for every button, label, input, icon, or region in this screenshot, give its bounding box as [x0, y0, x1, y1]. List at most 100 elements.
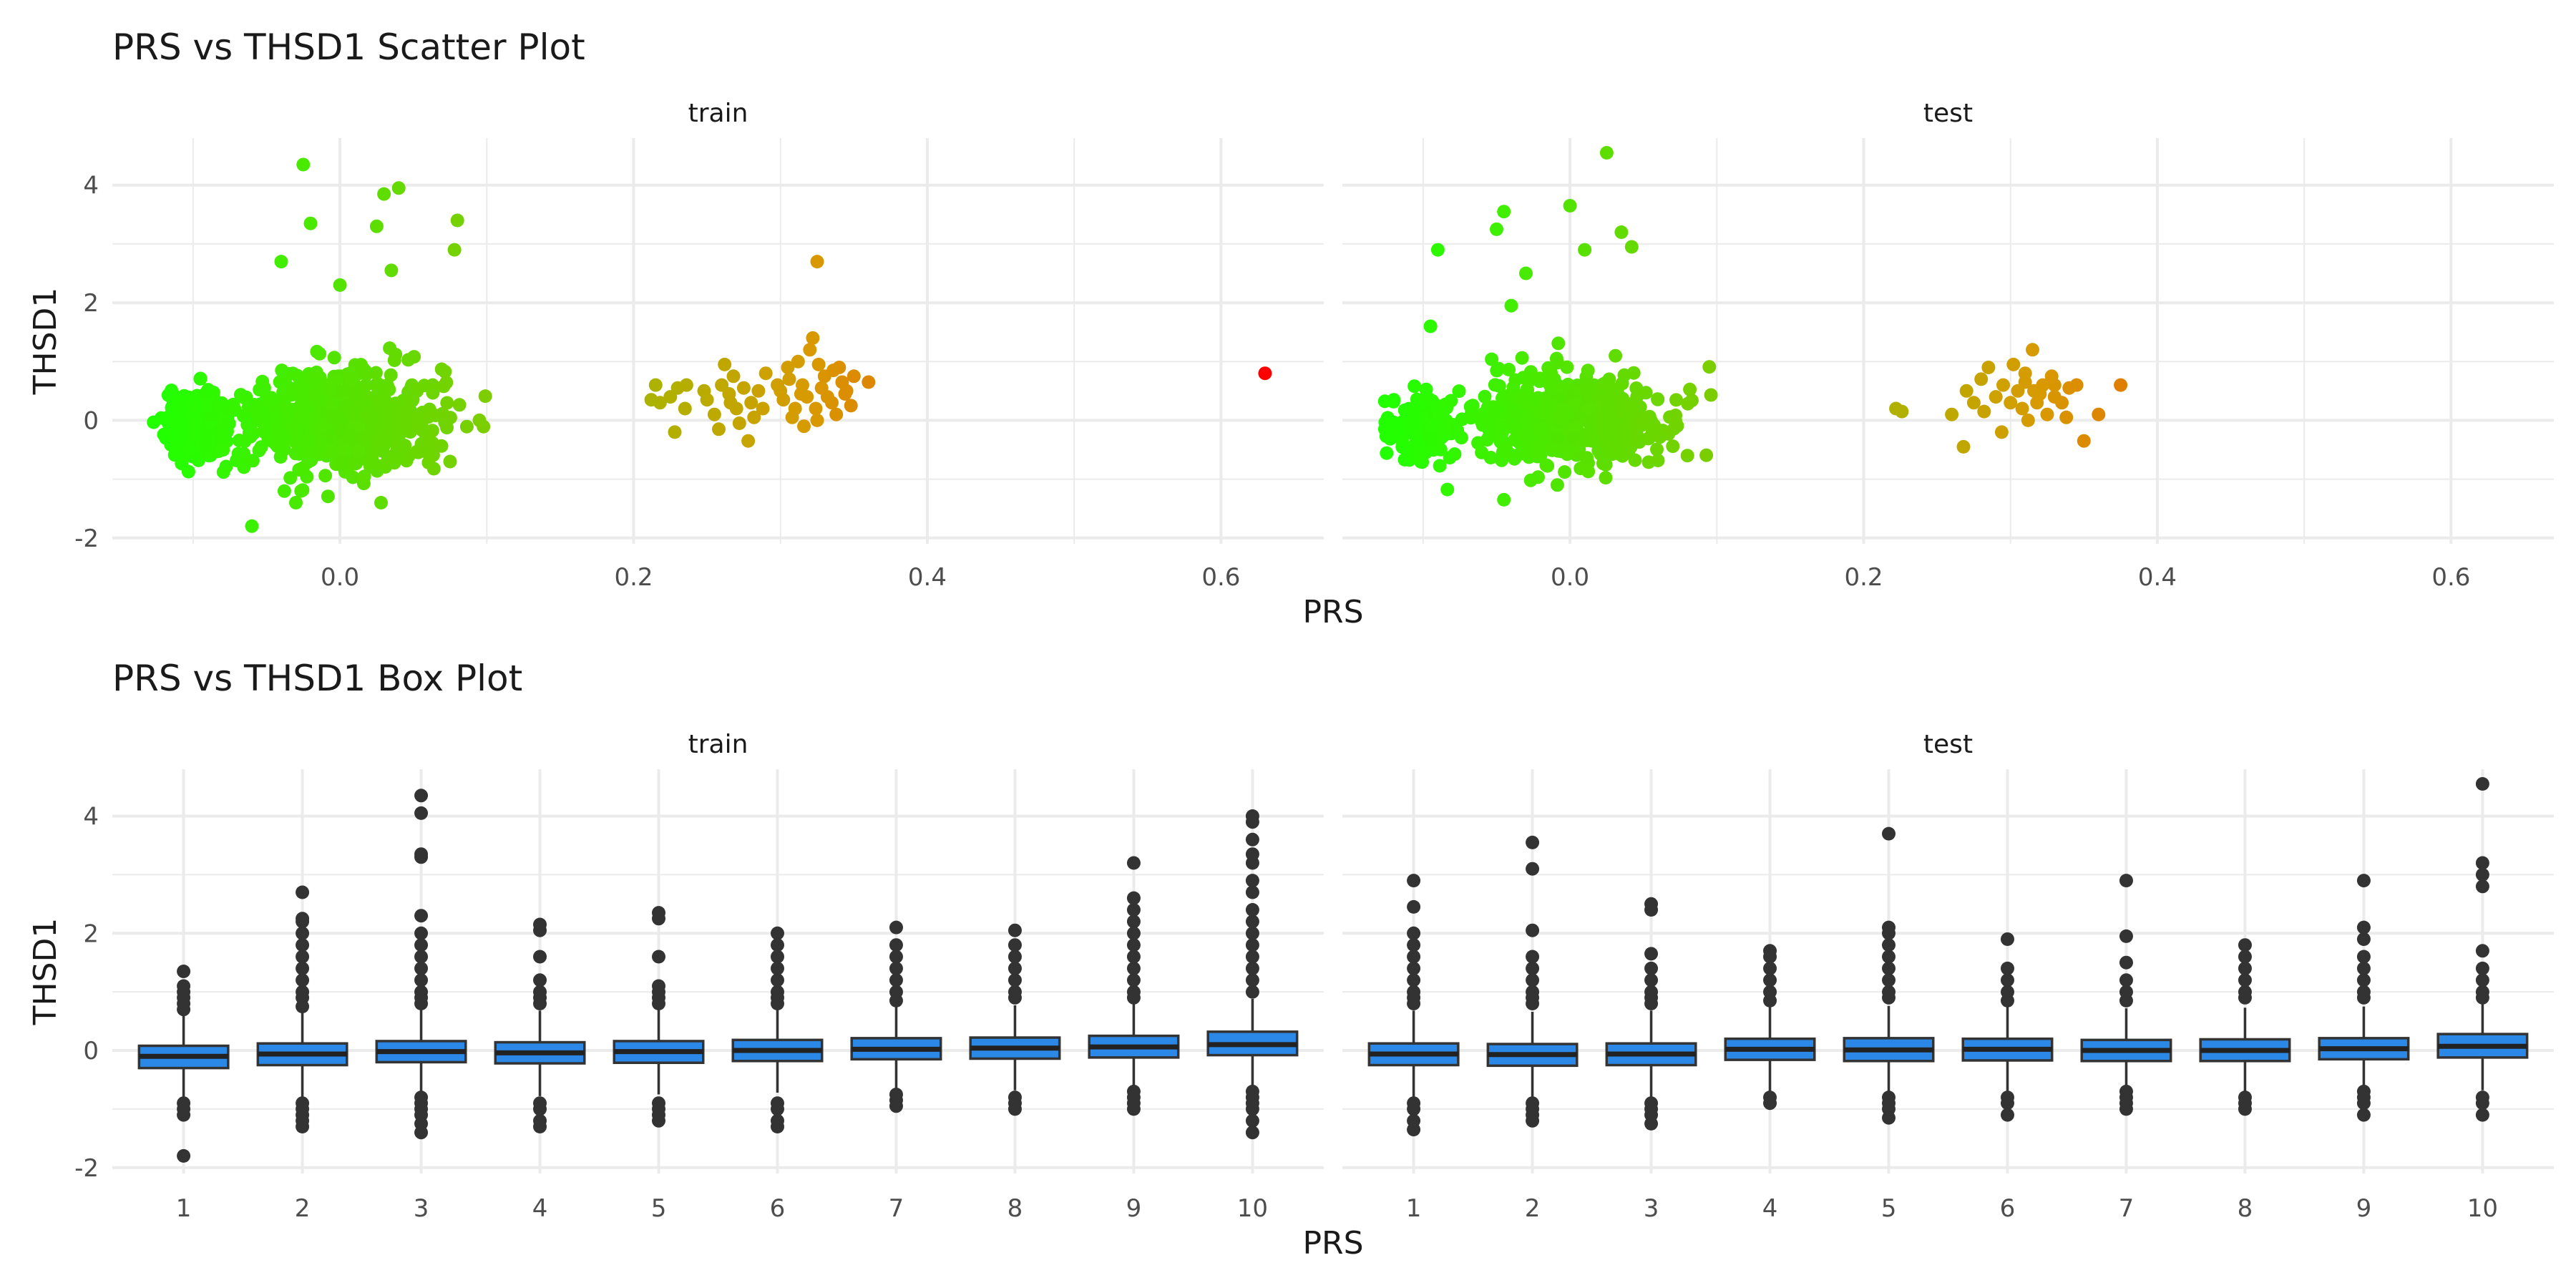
outlier-point: [1644, 961, 1659, 975]
y-tick-label: 4: [83, 172, 99, 200]
data-point: [1433, 442, 1448, 457]
data-point: [810, 413, 824, 427]
outlier-point: [414, 909, 429, 923]
outlier-point: [1245, 1084, 1259, 1098]
outlier-point: [1882, 1091, 1896, 1105]
data-point: [338, 443, 352, 457]
data-point: [167, 448, 182, 462]
outlier-point: [1407, 1096, 1421, 1111]
data-point: [776, 393, 791, 407]
outlier-point: [1245, 885, 1259, 899]
x-tick-label: 8: [2238, 1194, 2253, 1223]
outlier-point: [1526, 923, 1540, 937]
x-tick-label: 0.4: [908, 563, 947, 592]
data-point: [472, 413, 487, 427]
data-point: [255, 374, 270, 389]
data-point: [644, 393, 658, 407]
scatter-points: [1377, 146, 2128, 507]
data-point: [1377, 422, 1392, 436]
data-point: [1423, 319, 1438, 333]
data-point: [1558, 465, 1572, 479]
data-point: [1578, 243, 1592, 257]
data-point: [339, 399, 353, 413]
outlier-point: [1763, 961, 1777, 975]
data-point: [1440, 482, 1455, 497]
data-point: [1499, 441, 1513, 456]
data-point: [1502, 363, 1516, 376]
data-point: [1425, 419, 1439, 434]
facet-label: train: [688, 99, 748, 128]
data-point: [862, 375, 876, 389]
outlier-point: [296, 973, 310, 987]
data-point: [219, 459, 233, 474]
data-point: [1433, 459, 1447, 473]
outlier-point: [2000, 985, 2014, 999]
data-point: [1974, 372, 1989, 386]
outlier-point: [1126, 938, 1141, 952]
outlier-point: [2356, 961, 2371, 975]
outlier-point: [2356, 1108, 2371, 1122]
outlier-point: [2000, 961, 2014, 975]
data-point: [1966, 396, 1981, 410]
data-point: [771, 378, 785, 392]
data-point: [263, 394, 277, 407]
outlier-point: [296, 938, 310, 952]
data-point: [718, 357, 732, 371]
data-point: [1463, 399, 1478, 414]
data-point: [1515, 351, 1529, 365]
data-point: [434, 439, 449, 453]
outlier-point: [2238, 1091, 2252, 1105]
data-point: [2006, 357, 2021, 371]
x-tick-label: 0.2: [614, 563, 653, 592]
outlier-point: [1526, 835, 1540, 849]
data-point: [1581, 402, 1596, 416]
outlier-point: [1882, 950, 1896, 964]
box-5: [613, 906, 705, 1128]
data-point: [1680, 449, 1694, 463]
data-point: [756, 401, 770, 416]
data-point: [1651, 392, 1665, 406]
outlier-point: [1763, 973, 1777, 987]
outlier-point: [1882, 961, 1896, 975]
data-point: [1639, 386, 1653, 400]
outlier-point: [1882, 938, 1896, 952]
data-point: [1981, 361, 1996, 374]
outlier-point: [2119, 929, 2133, 943]
outlier-point: [1644, 1096, 1659, 1111]
data-point: [369, 219, 384, 233]
x-tick-label: 3: [414, 1194, 429, 1223]
outlier-point: [1526, 862, 1540, 876]
data-point: [751, 384, 766, 398]
data-point: [1497, 492, 1511, 507]
data-point: [364, 459, 377, 474]
data-point: [450, 213, 464, 228]
outlier-point: [889, 950, 903, 964]
outlier-point: [1526, 950, 1540, 964]
data-point: [2047, 390, 2062, 404]
data-point: [1580, 451, 1594, 465]
outlier-point: [889, 920, 903, 935]
data-point: [310, 344, 324, 358]
data-point: [341, 429, 355, 444]
x-tick-label: 5: [651, 1194, 667, 1223]
outlier-point: [652, 979, 666, 993]
data-point: [2021, 413, 2035, 427]
x-tick-label: 0.6: [2431, 563, 2470, 592]
box-title: PRS vs THSD1 Box Plot: [112, 658, 522, 699]
data-point: [1532, 421, 1546, 436]
data-point: [356, 395, 371, 409]
scatter-panel-train: train 0.0 0.2 0.4 0.6: [112, 99, 1324, 592]
data-point: [1996, 378, 2010, 392]
x-tick-label: 4: [1762, 1194, 1778, 1223]
outlier-point: [1407, 985, 1421, 999]
outlier-point: [770, 1113, 784, 1128]
outlier-point: [1882, 973, 1896, 987]
data-point: [343, 366, 357, 381]
outlier-point: [1763, 1091, 1777, 1105]
outlier-point: [2475, 1091, 2489, 1105]
data-point: [1561, 442, 1576, 457]
x-tick-label: 10: [1237, 1194, 1268, 1223]
data-point: [1614, 225, 1629, 239]
outlier-point: [296, 912, 310, 926]
data-point: [439, 376, 454, 389]
